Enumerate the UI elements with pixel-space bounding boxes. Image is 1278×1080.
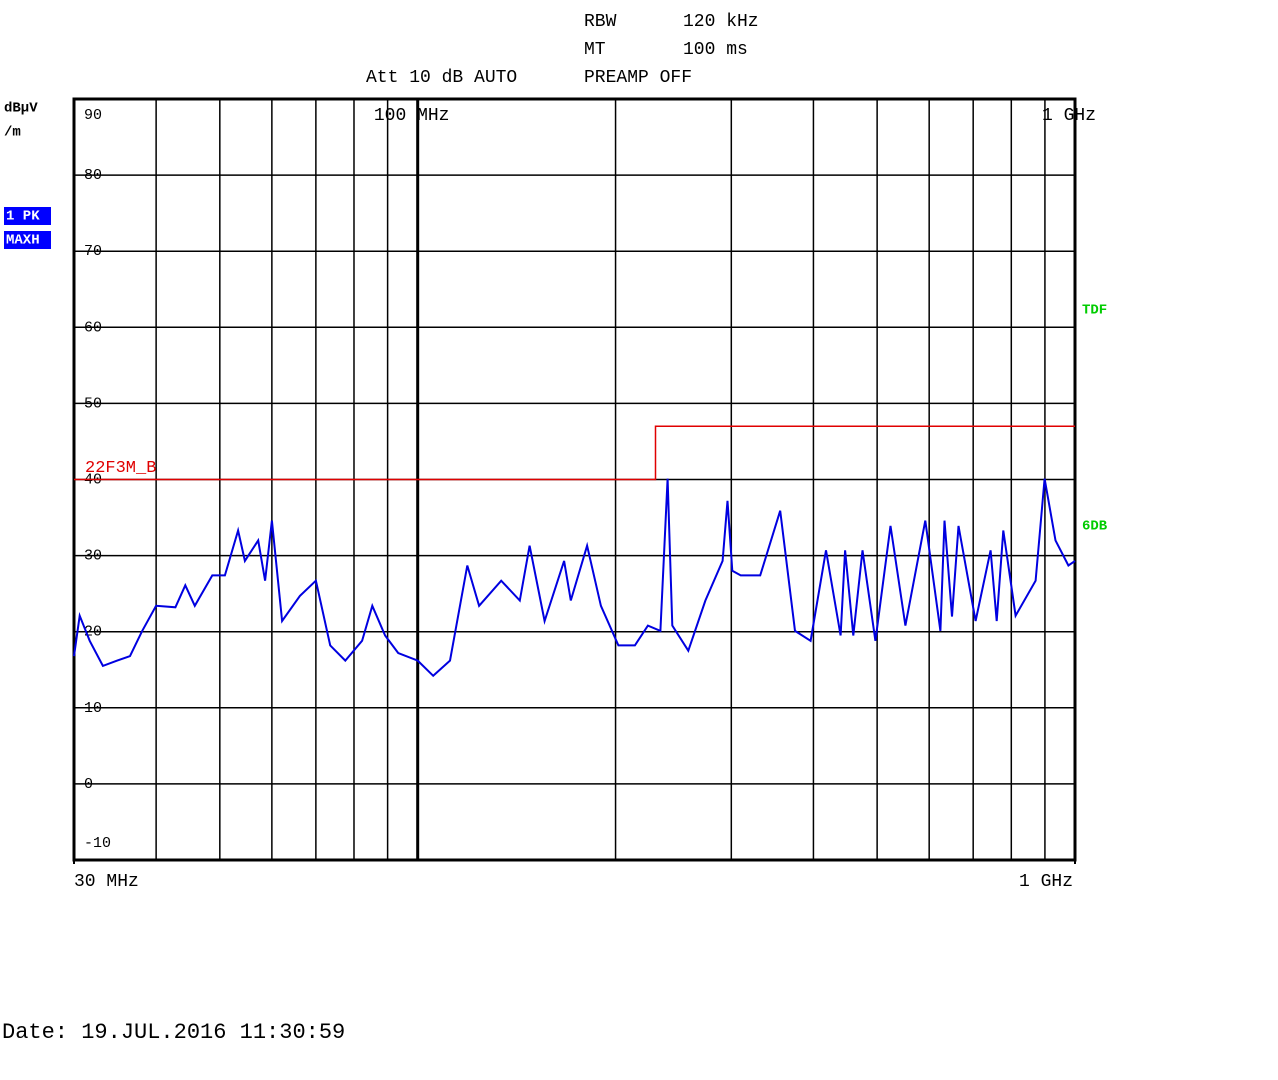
x-tick-label: 30 MHz [74,872,139,892]
trace-badge [4,207,51,225]
header-att: Att 10 dB AUTO [366,68,517,88]
series-line [73,478,1076,678]
x-tick-top-label: 1 GHz [1042,106,1096,126]
y-tick-label: 50 [84,395,102,412]
x-tick-label: 1 GHz [1019,872,1073,892]
y-tick-label: 30 [84,548,102,565]
trace-badge [4,231,51,249]
side-label: TDF [1082,303,1107,319]
y-label: dBµV [4,101,38,117]
y-tick-label: -10 [84,835,111,852]
date: Date: 19.JUL.2016 11:30:59 [2,1020,345,1045]
header-rbw-label: RBW [584,12,617,32]
side-label: 6DB [1082,519,1108,535]
header-mt-label: MT [584,40,606,60]
header-preamp: PREAMP OFF [584,68,692,88]
y-tick-label: 60 [84,319,102,336]
y-tick-label: 10 [84,700,102,717]
limit-label: 22F3M_B [85,459,156,478]
y-tick-label: 70 [84,243,102,260]
x-tick-top-label: 100 MHz [374,106,450,126]
trace-mode: 1 PK [6,209,40,225]
y-label: /m [4,125,21,141]
header-mt: 100 ms [683,40,748,60]
header-rbw: 120 kHz [683,12,759,32]
y-tick-label: 80 [84,167,102,184]
series-line [74,425,1075,481]
y-tick-label: 90 [84,107,102,124]
trace-mode: MAXH [6,233,40,249]
y-tick-label: 0 [84,776,93,793]
